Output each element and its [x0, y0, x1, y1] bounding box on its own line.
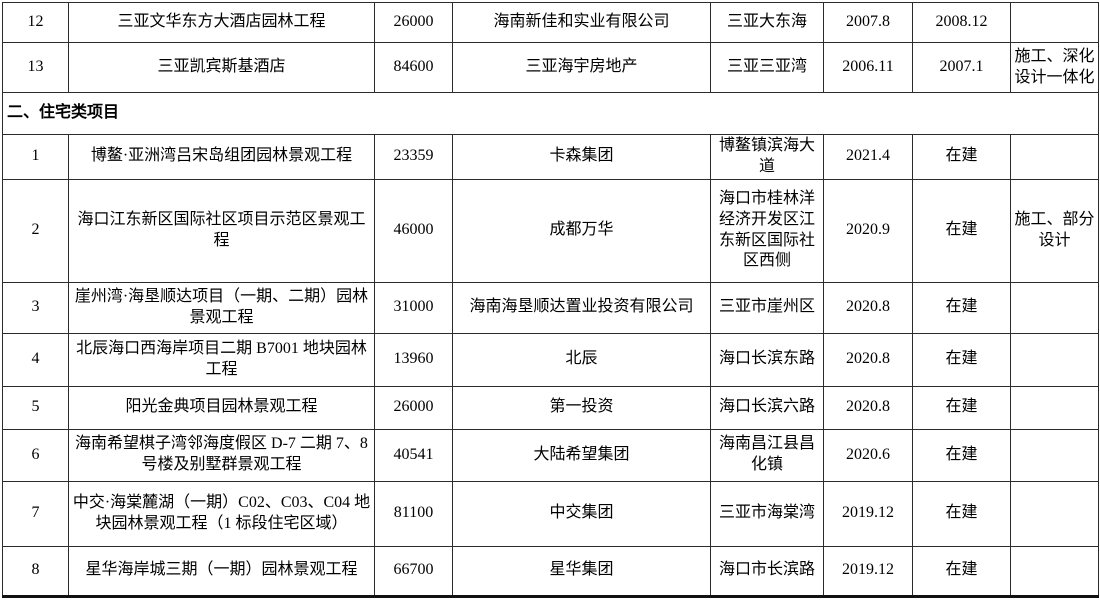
table-row: 1 博鳌·亚洲湾吕宋岛组团园林景观工程 23359 卡森集团 博鳌镇滨海大道 2… [2, 134, 1099, 180]
cell-row-number: 7 [2, 480, 69, 547]
table-row: 6 海南希望棋子湾邻海度假区 D-7 二期 7、8 号楼及别墅群景观工程 405… [2, 428, 1099, 482]
cell-note: 施工、部分设计 [1010, 178, 1099, 283]
cell-note: 施工、深化设计一体化 [1010, 42, 1099, 93]
cell-note [1010, 281, 1099, 334]
cell-start-date: 2020.8 [823, 281, 913, 334]
cell-area: 84600 [374, 42, 453, 93]
cell-location: 海口长滨六路 [710, 385, 824, 430]
cell-row-number: 12 [2, 2, 69, 43]
cell-area: 13960 [374, 332, 453, 387]
table-row: 3 崖州湾·海垦顺达项目（一期、二期）园林景观工程 31000 海南海垦顺达置业… [2, 281, 1099, 334]
cell-location: 三亚市海棠湾 [710, 480, 824, 547]
cell-client: 三亚海宇房地产 [452, 42, 711, 93]
cell-note [1010, 385, 1099, 430]
cell-start-date: 2020.6 [823, 428, 913, 482]
cell-project-name: 三亚凯宾斯基酒店 [68, 42, 375, 93]
cell-note [1010, 480, 1099, 547]
table-row: 12 三亚文华东方大酒店园林工程 26000 海南新佳和实业有限公司 三亚大东海… [2, 2, 1099, 43]
cell-row-number: 13 [2, 42, 69, 93]
cell-status: 在建 [912, 385, 1011, 430]
cell-project-name: 北辰海口西海岸项目二期 B7001 地块园林工程 [68, 332, 375, 387]
cell-area: 40541 [374, 428, 453, 482]
cell-area: 31000 [374, 281, 453, 334]
cell-start-date: 2020.9 [823, 178, 913, 283]
cell-project-name: 中交·海棠麓湖（一期）C02、C03、C04 地块园林景观工程（1 标段住宅区域… [68, 480, 375, 547]
cell-location: 三亚大东海 [710, 2, 824, 43]
cell-status: 在建 [912, 178, 1011, 283]
cell-start-date: 2020.8 [823, 385, 913, 430]
section-title: 二、住宅类项目 [2, 92, 1099, 135]
cell-status: 在建 [912, 281, 1011, 334]
cell-status: 在建 [912, 332, 1011, 387]
cell-status: 在建 [912, 545, 1011, 597]
cell-row-number: 2 [2, 178, 69, 283]
cell-location: 三亚三亚湾 [710, 42, 824, 93]
cell-area: 81100 [374, 480, 453, 547]
cell-project-name: 星华海岸城三期（一期）园林景观工程 [68, 545, 375, 597]
cell-row-number: 4 [2, 332, 69, 387]
cell-client: 成都万华 [452, 178, 711, 283]
cell-start-date: 2007.8 [823, 2, 913, 43]
table-row: 5 阳光金典项目园林景观工程 26000 第一投资 海口长滨六路 2020.8 … [2, 385, 1099, 430]
cell-area: 66700 [374, 545, 453, 597]
cell-note [1010, 545, 1099, 597]
table-row: 4 北辰海口西海岸项目二期 B7001 地块园林工程 13960 北辰 海口长滨… [2, 332, 1099, 387]
cell-note [1010, 134, 1099, 180]
cell-project-name: 海口江东新区国际社区项目示范区景观工程 [68, 178, 375, 283]
cell-client: 星华集团 [452, 545, 711, 597]
cell-client: 大陆希望集团 [452, 428, 711, 482]
cell-area: 23359 [374, 134, 453, 180]
cell-start-date: 2020.8 [823, 332, 913, 387]
cell-client: 中交集团 [452, 480, 711, 547]
cell-project-name: 博鳌·亚洲湾吕宋岛组团园林景观工程 [68, 134, 375, 180]
cell-note [1010, 2, 1099, 43]
cell-end-date: 2008.12 [912, 2, 1011, 43]
cell-status: 在建 [912, 428, 1011, 482]
cell-location: 博鳌镇滨海大道 [710, 134, 824, 180]
cell-project-name: 三亚文华东方大酒店园林工程 [68, 2, 375, 43]
cell-row-number: 5 [2, 385, 69, 430]
cell-client: 北辰 [452, 332, 711, 387]
cell-start-date: 2021.4 [823, 134, 913, 180]
cell-project-name: 崖州湾·海垦顺达项目（一期、二期）园林景观工程 [68, 281, 375, 334]
cell-row-number: 1 [2, 134, 69, 180]
table-row: 2 海口江东新区国际社区项目示范区景观工程 46000 成都万华 海口市桂林洋经… [2, 178, 1099, 283]
cell-end-date: 2007.1 [912, 42, 1011, 93]
cell-client: 海南海垦顺达置业投资有限公司 [452, 281, 711, 334]
cell-row-number: 8 [2, 545, 69, 597]
cell-area: 26000 [374, 2, 453, 43]
table-section-row: 二、住宅类项目 [2, 92, 1099, 135]
cell-row-number: 6 [2, 428, 69, 482]
cell-client: 卡森集团 [452, 134, 711, 180]
cell-area: 46000 [374, 178, 453, 283]
cell-start-date: 2019.12 [823, 480, 913, 547]
cell-note [1010, 428, 1099, 482]
cell-start-date: 2019.12 [823, 545, 913, 597]
table-row: 13 三亚凯宾斯基酒店 84600 三亚海宇房地产 三亚三亚湾 2006.11 … [2, 42, 1099, 93]
cell-area: 26000 [374, 385, 453, 430]
cell-location: 海口市长滨路 [710, 545, 824, 597]
cell-client: 海南新佳和实业有限公司 [452, 2, 711, 43]
cell-location: 海口市桂林洋经济开发区江东新区国际社区西侧 [710, 178, 824, 283]
cell-client: 第一投资 [452, 385, 711, 430]
cell-start-date: 2006.11 [823, 42, 913, 93]
cell-status: 在建 [912, 480, 1011, 547]
table-row: 7 中交·海棠麓湖（一期）C02、C03、C04 地块园林景观工程（1 标段住宅… [2, 480, 1099, 547]
cell-location: 三亚市崖州区 [710, 281, 824, 334]
cell-location: 海口长滨东路 [710, 332, 824, 387]
cell-note [1010, 332, 1099, 387]
table-row: 8 星华海岸城三期（一期）园林景观工程 66700 星华集团 海口市长滨路 20… [2, 545, 1099, 597]
cell-row-number: 3 [2, 281, 69, 334]
cell-location: 海南昌江县昌化镇 [710, 428, 824, 482]
cell-project-name: 海南希望棋子湾邻海度假区 D-7 二期 7、8 号楼及别墅群景观工程 [68, 428, 375, 482]
cell-project-name: 阳光金典项目园林景观工程 [68, 385, 375, 430]
cell-status: 在建 [912, 134, 1011, 180]
